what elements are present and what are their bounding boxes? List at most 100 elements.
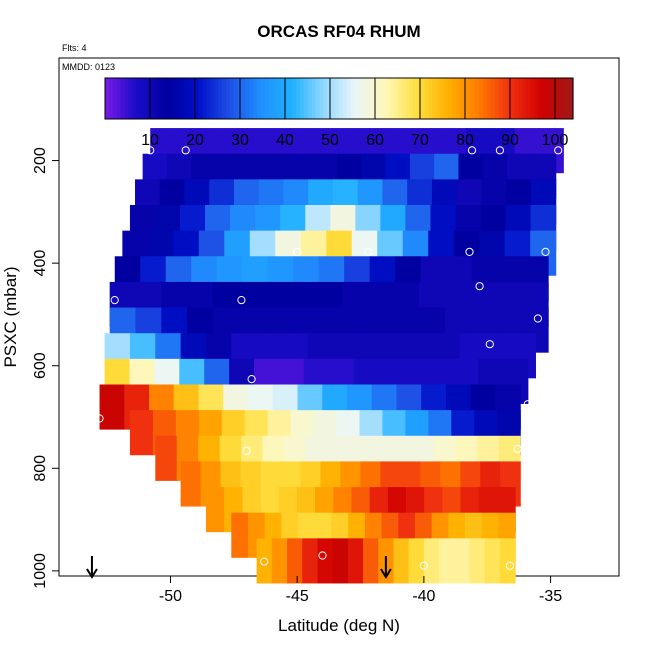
colorbar-swatch xyxy=(452,78,457,119)
colorbar-swatch xyxy=(561,78,566,119)
colorbar-swatch xyxy=(311,78,317,119)
colorbar-swatch xyxy=(303,78,309,119)
y-tick-label: 1000 xyxy=(32,553,49,589)
colorbar-swatch xyxy=(233,78,239,119)
colorbar-tick-label: 20 xyxy=(186,132,204,149)
observation-point xyxy=(260,557,269,566)
x-tick-label: -50 xyxy=(159,588,182,605)
colorbar-swatch xyxy=(526,78,531,119)
colorbar-swatch xyxy=(300,78,305,119)
colorbar-swatch xyxy=(374,78,379,119)
colorbar-swatch xyxy=(432,78,438,119)
colorbar-swatch xyxy=(280,78,285,119)
observation-point xyxy=(521,474,530,483)
colorbar-swatch xyxy=(202,78,207,119)
colorbar-swatch xyxy=(487,78,492,119)
colorbar: 10 20 30 40 50 60 70 80 90 100 xyxy=(104,77,574,149)
takeoff-landing-markers xyxy=(86,556,392,579)
colorbar-swatch xyxy=(253,78,258,119)
colorbar-swatch xyxy=(541,78,547,119)
heatmap-cell xyxy=(287,538,303,584)
colorbar-swatch xyxy=(518,78,523,119)
colorbar-tick-label: 10 xyxy=(141,132,159,149)
heatmap-cell xyxy=(439,538,455,584)
observation-point xyxy=(318,551,327,560)
colorbar-swatch xyxy=(198,78,204,119)
heatmap-cell xyxy=(454,538,471,584)
colorbar-swatch xyxy=(514,78,519,119)
colorbar-swatch xyxy=(159,78,165,119)
colorbar-swatch xyxy=(413,78,418,119)
colorbar-swatch xyxy=(241,78,246,119)
colorbar-frame xyxy=(104,77,574,120)
y-tick-label: 800 xyxy=(32,455,49,482)
colorbar-swatch xyxy=(565,78,570,119)
observation-point xyxy=(247,375,256,384)
colorbar-swatch xyxy=(276,78,282,119)
y-axis: 200 400 600 800 1000 xyxy=(32,147,59,589)
colorbar-tick-label: 30 xyxy=(231,132,249,149)
colorbar-swatch xyxy=(366,78,371,119)
flights-count-label: Flts: 4 xyxy=(62,43,87,53)
colorbar-swatch xyxy=(186,78,192,119)
colorbar-swatch xyxy=(307,78,313,119)
observation-point xyxy=(533,314,543,323)
colorbar-swatch xyxy=(537,78,543,119)
heatmap-cell xyxy=(499,538,516,584)
heatmap-cell xyxy=(332,538,349,584)
colorbar-tick-label: 70 xyxy=(411,132,429,149)
observation-point xyxy=(554,146,563,155)
x-axis-label: Latitude (deg N) xyxy=(278,616,400,635)
colorbar-swatch xyxy=(136,78,141,119)
colorbar-swatch xyxy=(456,78,461,119)
heatmap-cell xyxy=(99,384,125,430)
chart-title: ORCAS RF04 RHUM xyxy=(257,22,420,41)
observation-point xyxy=(485,340,494,349)
colorbar-swatch xyxy=(350,78,356,119)
colorbar-swatch xyxy=(296,78,301,119)
colorbar-swatch xyxy=(264,78,270,119)
colorbar-swatch xyxy=(346,78,352,119)
date-label: MMDD: 0123 xyxy=(62,62,115,72)
colorbar-swatch xyxy=(491,78,496,119)
y-axis-label: PSXC (mbar) xyxy=(1,266,20,367)
colorbar-swatch xyxy=(495,78,500,119)
colorbar-swatch xyxy=(167,78,172,119)
observation-point xyxy=(495,146,504,155)
colorbar-swatch xyxy=(467,78,473,119)
heatmap-cell xyxy=(180,461,202,507)
colorbar-swatch xyxy=(549,78,555,119)
observation-point xyxy=(237,296,246,305)
y-tick-label: 400 xyxy=(32,250,49,277)
colorbar-swatch xyxy=(319,78,324,119)
colorbar-swatch xyxy=(108,78,114,119)
colorbar-tick-label: 50 xyxy=(321,132,339,149)
colorbar-swatch xyxy=(272,78,278,119)
colorbar-swatch xyxy=(229,78,235,119)
colorbar-swatch xyxy=(417,78,422,119)
colorbar-swatch xyxy=(557,78,562,119)
colorbar-swatch xyxy=(381,78,387,119)
heatmap-cell xyxy=(302,538,319,584)
colorbar-swatch xyxy=(510,78,516,119)
heatmap-cell xyxy=(231,512,249,558)
colorbar-swatch xyxy=(397,78,402,119)
observation-point xyxy=(541,247,550,256)
observation-point xyxy=(475,282,484,291)
colorbar-swatch xyxy=(479,78,484,119)
colorbar-tick-label: 60 xyxy=(366,132,384,149)
observation-point xyxy=(465,247,474,256)
colorbar-swatch xyxy=(120,78,126,119)
heatmap-cell xyxy=(423,538,440,584)
colorbar-swatch xyxy=(128,78,133,119)
x-axis: -50 -45 -40 -35 xyxy=(159,576,562,605)
colorbar-swatch xyxy=(292,78,297,119)
colorbar-swatch xyxy=(502,78,508,119)
colorbar-swatch xyxy=(534,78,539,119)
colorbar-swatch xyxy=(393,78,399,119)
y-tick-label: 200 xyxy=(32,147,49,174)
colorbar-swatch xyxy=(261,78,266,119)
colorbar-swatch xyxy=(569,78,574,119)
heatmap-cell xyxy=(347,538,364,584)
colorbar-swatch xyxy=(522,78,527,119)
